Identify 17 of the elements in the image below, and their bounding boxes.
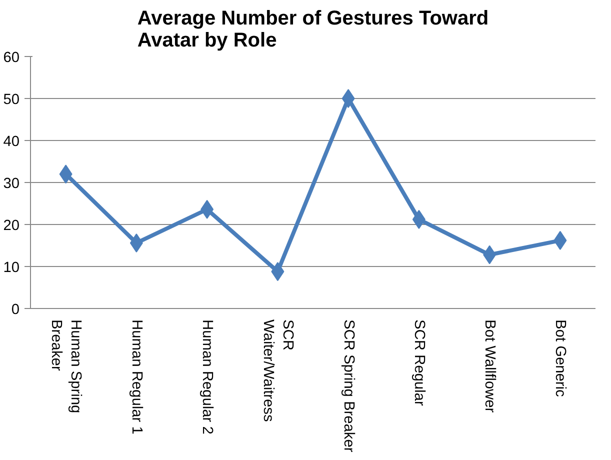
x-tick-label: Bot Generic [552,320,568,397]
y-tick-label: 60 [3,50,20,66]
y-tick-label: 0 [11,302,20,318]
y-tick-label: 50 [3,92,20,108]
x-tick-label: Bot Wallflower [482,320,498,413]
x-tick-label: Human Regular 2 [199,320,216,434]
y-tick-label: 20 [3,218,20,234]
x-tick-label: Human Spring Breaker [48,320,84,414]
x-tick-label: SCR Waiter/Waitress [260,320,296,422]
x-tick-label: SCR Regular [410,320,427,406]
y-tick-label: 10 [3,260,20,276]
x-tick-label: Human Regular 1 [128,320,144,434]
chart-title: Average Number of Gestures Toward Avatar by Role [137,8,489,52]
point [342,89,355,108]
y-tick-label: 40 [3,134,20,150]
x-tick-label: SCR Spring Breaker [340,320,356,452]
y-tick-label: 30 [3,176,20,192]
